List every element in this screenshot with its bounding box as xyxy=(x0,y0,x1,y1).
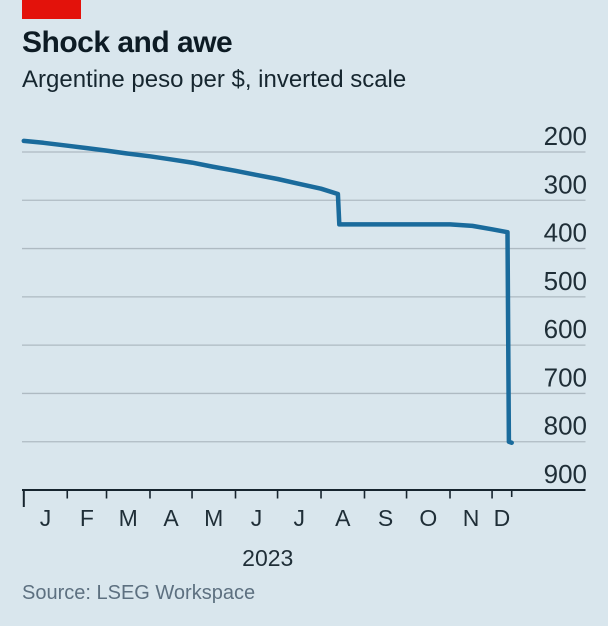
data-line-peso xyxy=(21,138,514,445)
y-axis-label: 700 xyxy=(544,362,587,392)
x-axis-month-label: N xyxy=(463,505,480,531)
x-axis-month-label: D xyxy=(494,505,511,531)
x-axis-year-label: 2023 xyxy=(242,545,293,571)
data-line-group xyxy=(21,138,514,445)
chart-subtitle: Argentine peso per $, inverted scale xyxy=(22,66,407,93)
y-axis-label: 800 xyxy=(544,411,587,441)
chart-title: Shock and awe xyxy=(22,26,233,59)
y-axis-label: 400 xyxy=(544,218,587,248)
x-axis-month-label: J xyxy=(251,505,263,531)
y-axis-labels-group: 200 300 400 500 600 700 800 900 xyxy=(544,121,587,489)
y-axis-label: 600 xyxy=(544,314,587,344)
x-axis-month-label: M xyxy=(204,505,223,531)
economist-red-tag xyxy=(22,0,81,19)
x-axis-month-label: F xyxy=(80,505,94,531)
x-axis-month-label: M xyxy=(119,505,138,531)
x-axis-month-label: O xyxy=(419,505,437,531)
x-axis-month-label: J xyxy=(294,505,306,531)
source-note: Source: LSEG Workspace xyxy=(22,582,256,604)
x-axis-month-label: A xyxy=(335,505,351,531)
x-axis-month-label: S xyxy=(378,505,393,531)
y-axis-label: 200 xyxy=(544,121,587,151)
x-axis-month-label: J xyxy=(40,505,52,531)
gridlines-group xyxy=(22,151,586,443)
x-axis-month-label: A xyxy=(163,505,179,531)
y-axis-label: 500 xyxy=(544,266,587,296)
y-axis-label: 900 xyxy=(544,459,587,489)
y-axis-label: 300 xyxy=(544,169,587,199)
